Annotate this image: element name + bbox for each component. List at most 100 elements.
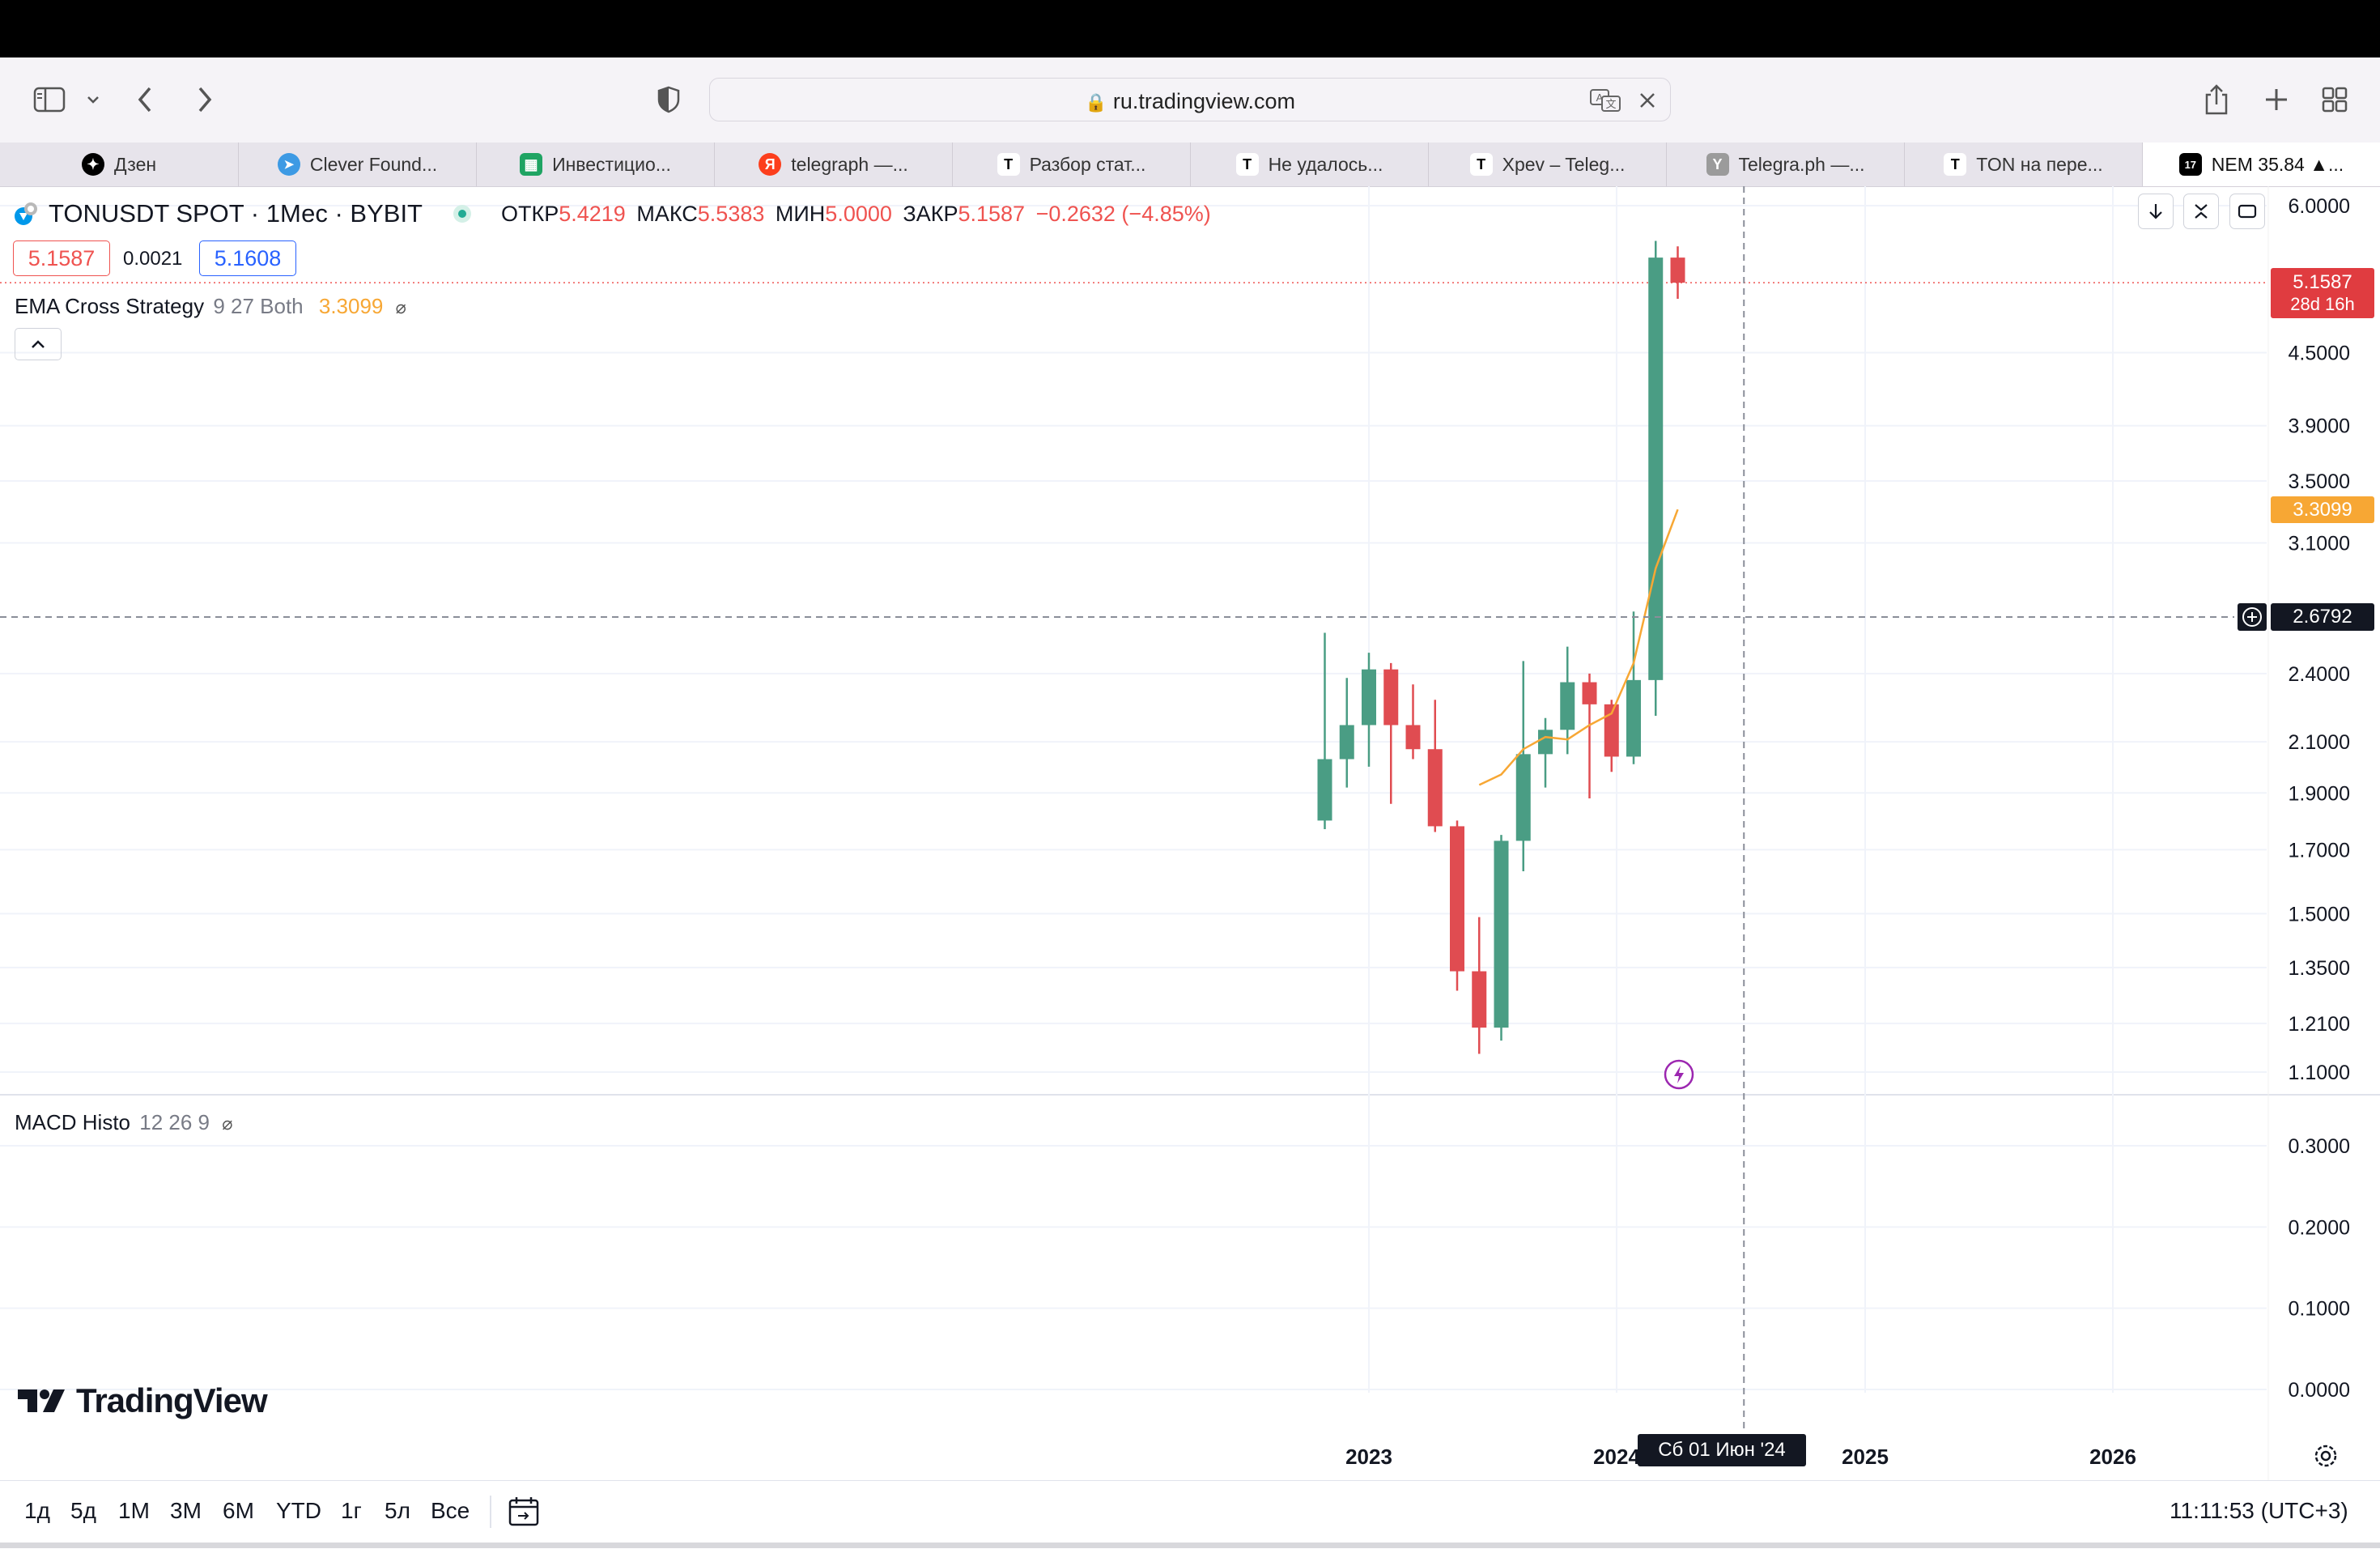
- y-tick-label: 1.5000: [2289, 903, 2350, 926]
- sell-button[interactable]: 5.1587: [13, 240, 110, 276]
- candle-down: [1427, 749, 1443, 827]
- x-tick-label: 2023: [1345, 1445, 1392, 1469]
- y-tick-label: 1.2100: [2289, 1013, 2350, 1036]
- tab-zen[interactable]: ✦ Дзен: [0, 143, 239, 186]
- telegraph-icon: T: [997, 153, 1020, 176]
- clear-url-icon[interactable]: [1636, 89, 1659, 112]
- telegraph-icon: T: [1944, 153, 1967, 176]
- symbol-legend[interactable]: TONUSDT SPOT · 1Мес · BYBIT: [13, 199, 471, 228]
- ohlc-values: ОТКР5.4219 МАКС5.5383 МИН5.0000 ЗАКР5.15…: [501, 202, 1211, 226]
- maximize-button[interactable]: [2229, 194, 2265, 229]
- candle-down: [1670, 257, 1685, 283]
- candle-down: [1472, 971, 1487, 1028]
- macd-y-tick-label: 0.3000: [2289, 1135, 2350, 1158]
- macd-indicator-legend[interactable]: MACD Histo 12 26 9 ⌀: [15, 1110, 233, 1134]
- candle-down: [1604, 704, 1619, 757]
- tab-ne-udalos[interactable]: T Не удалось...: [1191, 143, 1429, 186]
- go-to-date-icon[interactable]: [507, 1495, 541, 1529]
- share-icon[interactable]: [2199, 79, 2234, 120]
- x-tick-label: 2026: [2089, 1445, 2136, 1469]
- tradingview-icon: 17: [2178, 153, 2202, 176]
- hidden-data-icon: ⌀: [395, 297, 406, 317]
- tab-telegra-ph[interactable]: Y Telegra.ph —...: [1667, 143, 1905, 186]
- lock-icon: 🔒: [1084, 92, 1107, 113]
- ycombinator-icon: Y: [1706, 153, 1729, 176]
- range-6m[interactable]: 6M: [223, 1498, 254, 1523]
- range-1y[interactable]: 1г: [341, 1498, 362, 1523]
- collapse-legend-button[interactable]: [15, 328, 62, 360]
- tab-xpev[interactable]: T Xpev – Teleg...: [1429, 143, 1667, 186]
- tab-overview-icon[interactable]: [2317, 79, 2352, 120]
- range-5d[interactable]: 5д: [70, 1498, 96, 1523]
- scroll-down-button[interactable]: [2138, 194, 2174, 229]
- y-tick-label: 2.4000: [2289, 663, 2350, 686]
- collapse-button[interactable]: [2183, 194, 2219, 229]
- arrow-down-icon: [2149, 204, 2162, 219]
- y-tick-label: 2.1000: [2289, 731, 2350, 754]
- candle-up: [1538, 730, 1553, 755]
- crosshair-date-tag: Сб 01 Июн '24: [1638, 1434, 1806, 1466]
- back-icon[interactable]: [130, 79, 162, 120]
- tab-clever-found[interactable]: ➤ Clever Found...: [239, 143, 477, 186]
- range-1d[interactable]: 1д: [24, 1498, 50, 1523]
- chevron-down-icon[interactable]: [81, 79, 105, 120]
- candle-up: [1317, 759, 1332, 821]
- buy-button[interactable]: 5.1608: [199, 240, 296, 276]
- sidebar-toggle-icon[interactable]: [29, 79, 70, 120]
- candle-up: [1560, 682, 1575, 730]
- chevron-up-icon: [32, 340, 45, 348]
- sheets-icon: ▦: [520, 153, 543, 176]
- bottom-toolbar: [0, 1480, 2380, 1549]
- candle-up: [1648, 257, 1664, 680]
- last-price-tag: 5.1587 28d 16h: [2271, 268, 2374, 318]
- range-3m[interactable]: 3M: [170, 1498, 202, 1523]
- dividends-event-icon[interactable]: [1663, 1058, 1695, 1091]
- macd-y-tick-label: 0.1000: [2289, 1298, 2350, 1321]
- range-5y[interactable]: 5л: [385, 1498, 410, 1523]
- svg-text:A: A: [1596, 91, 1604, 104]
- macd-y-tick-label: 0.0000: [2289, 1379, 2350, 1402]
- privacy-shield-icon[interactable]: [652, 79, 685, 120]
- range-1m[interactable]: 1M: [118, 1498, 150, 1523]
- symbol-title: TONUSDT SPOT · 1Мес · BYBIT: [49, 199, 423, 228]
- chart-settings-icon[interactable]: [2311, 1441, 2340, 1470]
- tab-investments[interactable]: ▦ Инвестицио...: [477, 143, 715, 186]
- y-tick-label: 3.9000: [2289, 415, 2350, 438]
- candle-up: [1339, 725, 1354, 760]
- tab-nem-active[interactable]: 17 NEM 35.84 ▲...: [2143, 143, 2380, 186]
- price-chart[interactable]: 6.0000 4.5000 3.9000 3.5000 3.1000 2.4000 2.10…: [0, 186, 2380, 1480]
- candle-down: [1582, 682, 1597, 704]
- candle-down: [1405, 725, 1421, 750]
- forward-icon[interactable]: [188, 79, 220, 120]
- y-tick-label: 1.7000: [2289, 839, 2350, 862]
- yandex-icon: Я: [759, 153, 782, 176]
- hidden-data-icon: ⌀: [222, 1113, 233, 1134]
- y-tick-label: 3.1000: [2289, 533, 2350, 555]
- range-ytd[interactable]: YTD: [276, 1498, 321, 1523]
- add-alert-button[interactable]: [2238, 603, 2267, 631]
- url-text: 🔒 ru.tradingview.com: [1084, 89, 1296, 113]
- ema-indicator-legend[interactable]: EMA Cross Strategy 9 27 Both 3.3099 ⌀: [15, 294, 406, 318]
- y-tick-label: 1.1000: [2289, 1062, 2350, 1084]
- tradingview-logo-icon: [18, 1389, 65, 1412]
- range-all[interactable]: Все: [431, 1498, 470, 1523]
- zen-icon: ✦: [81, 153, 104, 176]
- clock[interactable]: 11:11:53 (UTC+3): [2170, 1498, 2348, 1523]
- new-tab-icon[interactable]: [2259, 79, 2294, 120]
- telegram-icon: ➤: [277, 153, 300, 176]
- candle-up: [1494, 840, 1509, 1028]
- tab-ton[interactable]: T TON на пере...: [1905, 143, 2143, 186]
- market-status-dot: [453, 205, 471, 223]
- ema-line: [1478, 509, 1679, 786]
- candle-down: [1383, 669, 1399, 726]
- y-tick-label: 3.5000: [2289, 470, 2350, 493]
- macd-y-tick-label: 0.2000: [2289, 1216, 2350, 1239]
- collapse-icon: [2195, 204, 2208, 219]
- y-tick-label: 4.5000: [2289, 342, 2350, 364]
- telegraph-icon: T: [1469, 153, 1493, 176]
- tradingview-logo[interactable]: TradingView: [18, 1381, 268, 1420]
- tab-razbor[interactable]: T Разбор стат...: [953, 143, 1191, 186]
